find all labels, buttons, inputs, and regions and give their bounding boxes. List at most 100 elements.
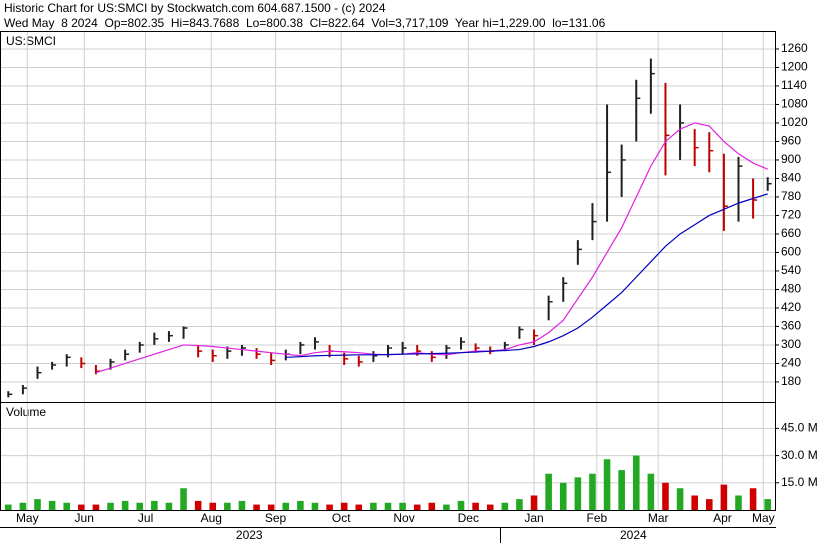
x-tick-label: Sep: [265, 511, 287, 525]
volume-bar: [194, 500, 202, 510]
y-tick-label: 240: [781, 356, 801, 370]
y-tick-label: 15.0 M: [781, 475, 818, 489]
volume-bar: [48, 500, 56, 510]
volume-bar: [253, 504, 260, 510]
volume-bar: [428, 502, 436, 510]
volume-bar: [749, 488, 757, 510]
x-tick-label: Jul: [138, 511, 153, 525]
volume-bar: [63, 502, 71, 510]
volume-bar: [618, 470, 625, 510]
moving-average: [285, 193, 768, 358]
y-tick-label: 45.0 M: [781, 421, 818, 435]
volume-label: Volume: [6, 405, 46, 419]
volume-bar: [559, 482, 567, 510]
volume-bar: [589, 473, 596, 510]
volume-bar: [603, 459, 611, 510]
y-tick-label: 1260: [781, 41, 808, 55]
y-tick-label: 960: [781, 134, 801, 148]
y-tick-label: 720: [781, 208, 801, 222]
y-tick-label: 1020: [781, 115, 808, 129]
volume-bar: [92, 504, 100, 510]
y-tick-label: 660: [781, 226, 801, 240]
x-tick-label: Nov: [393, 511, 414, 525]
volume-bar: [297, 500, 304, 510]
y-tick-label: 1080: [781, 97, 808, 111]
x-tick-label: May: [16, 511, 39, 525]
y-tick-label: 420: [781, 300, 801, 314]
x-tick-label: May: [752, 511, 775, 525]
volume-bar: [136, 502, 144, 510]
volume-bar: [413, 504, 421, 510]
volume-bar: [720, 484, 728, 510]
volume-bar: [311, 502, 319, 510]
volume-bar: [151, 500, 158, 510]
y-tick-label: 600: [781, 245, 801, 259]
volume-bar: [676, 488, 684, 510]
year-label: 2023: [236, 528, 263, 542]
volume-bar: [632, 455, 640, 510]
volume-bar: [399, 502, 406, 510]
volume-bar: [457, 500, 465, 510]
volume-bar: [355, 504, 363, 510]
volume-bar: [486, 504, 494, 510]
volume-bar: [647, 473, 655, 510]
volume-bar: [282, 502, 290, 510]
volume-panel: [0, 402, 776, 511]
volume-bar: [384, 502, 392, 510]
y-tick-label: 540: [781, 263, 801, 277]
x-tick-label: Feb: [586, 511, 607, 525]
volume-bar: [370, 502, 377, 510]
volume-bar: [19, 502, 27, 510]
y-tick-label: 300: [781, 337, 801, 351]
volume-bar: [764, 499, 771, 510]
volume-bar: [78, 504, 85, 510]
volume-bar: [545, 473, 552, 510]
volume-bar: [340, 502, 348, 510]
x-tick-label: Oct: [332, 511, 351, 525]
volume-bar: [121, 500, 129, 510]
y-tick-label: 840: [781, 171, 801, 185]
y-tick-label: 1200: [781, 60, 808, 74]
x-tick-label: Jun: [75, 511, 94, 525]
volume-bar: [443, 504, 450, 510]
moving-average: [95, 122, 768, 374]
volume-bar: [238, 500, 246, 510]
price-label: US:SMCI: [6, 34, 56, 48]
header-title: Historic Chart for US:SMCI by Stockwatch…: [4, 1, 386, 15]
volume-bar: [5, 504, 12, 510]
volume-bar: [209, 502, 217, 510]
volume-bar: [662, 482, 669, 510]
volume-bar: [34, 499, 41, 510]
y-tick-label: 1140: [781, 78, 807, 92]
y-tick-label: 180: [781, 374, 801, 388]
header-quote: Wed May 8 2024 Op=802.35 Hi=843.7688 Lo=…: [4, 16, 606, 30]
x-tick-label: Mar: [648, 511, 669, 525]
volume-bar: [326, 504, 333, 510]
volume-bar: [516, 499, 523, 510]
year-label: 2024: [620, 528, 647, 542]
plot-layer: May Jun Jul Aug Sep Oct Nov Dec Jan Feb Mar Apr May 2…: [1, 32, 818, 542]
volume-bar: [530, 495, 538, 510]
volume-bar: [735, 495, 742, 510]
x-tick-label: Apr: [713, 511, 732, 525]
volume-bar: [691, 495, 698, 510]
volume-bar: [574, 477, 582, 510]
x-tick-label: Jan: [524, 511, 543, 525]
volume-bar: [267, 504, 275, 510]
y-tick-label: 360: [781, 319, 801, 333]
volume-bar: [472, 502, 479, 510]
volume-bar: [165, 502, 173, 510]
volume-bar: [705, 499, 713, 510]
x-tick-label: Dec: [458, 511, 479, 525]
volume-bar: [107, 502, 114, 510]
y-tick-label: 900: [781, 152, 801, 166]
y-tick-label: 480: [781, 282, 801, 296]
volume-bar: [501, 502, 509, 510]
y-tick-label: 780: [781, 189, 801, 203]
y-tick-label: 30.0 M: [781, 448, 818, 462]
volume-bar: [224, 502, 231, 510]
x-tick-label: Aug: [201, 511, 222, 525]
volume-bar: [180, 488, 187, 510]
